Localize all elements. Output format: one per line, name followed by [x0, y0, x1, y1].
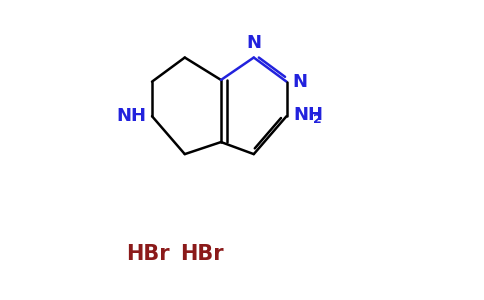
Text: N: N — [292, 73, 307, 91]
Text: NH: NH — [117, 107, 147, 125]
Text: NH: NH — [293, 106, 323, 124]
Text: N: N — [246, 34, 261, 52]
Text: HBr: HBr — [180, 244, 223, 263]
Text: 2: 2 — [313, 113, 321, 126]
Text: HBr: HBr — [126, 244, 169, 263]
